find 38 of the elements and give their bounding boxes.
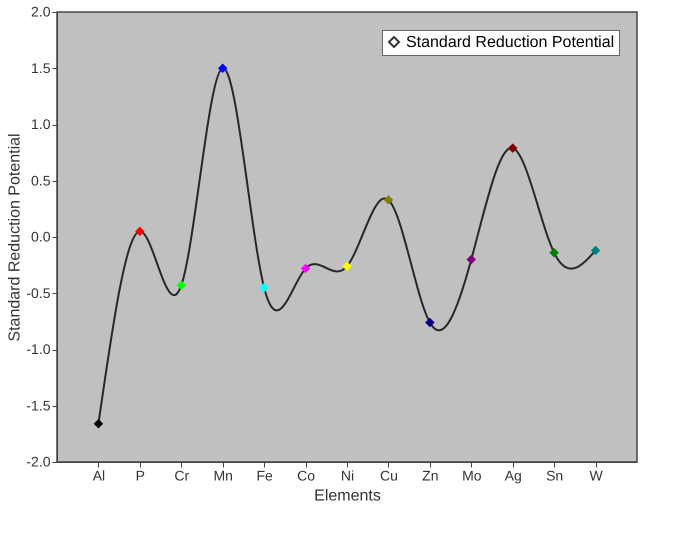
- y-tick-label: 0.0: [31, 228, 51, 244]
- x-tick-label: Ni: [340, 468, 354, 484]
- point: [342, 262, 352, 271]
- x-tick-label: Mn: [213, 468, 233, 484]
- x-axis-title: Elements: [314, 488, 381, 504]
- x-tick-label: P: [136, 468, 146, 484]
- point: [425, 318, 435, 328]
- point: [259, 282, 269, 292]
- point: [94, 419, 104, 428]
- x-tick-label: Fe: [256, 468, 274, 484]
- x-tick-label: Ag: [504, 468, 522, 484]
- point: [135, 226, 145, 236]
- x-tick-label: Mo: [462, 468, 482, 484]
- x-tick-label: Cu: [380, 468, 398, 484]
- point: [466, 254, 476, 264]
- x-tick-label: Co: [297, 468, 316, 484]
- y-tick-label: 2.0: [31, 4, 51, 20]
- point: [176, 280, 186, 290]
- point: [549, 248, 559, 258]
- y-tick-label: -2.0: [26, 454, 51, 470]
- point: [508, 143, 518, 153]
- x-tick-label: Sn: [546, 468, 564, 484]
- x-tick-label: Zn: [422, 468, 439, 484]
- point: [590, 246, 600, 256]
- x-tick-label: W: [589, 468, 604, 484]
- y-tick-label: 1.5: [31, 60, 51, 76]
- x-tick-label: Al: [92, 468, 106, 484]
- y-tick-label: -0.5: [26, 284, 51, 301]
- point: [218, 64, 228, 73]
- y-tick-label: 1.0: [31, 116, 51, 132]
- y-tick-label: -1.0: [26, 341, 51, 357]
- y-tick-label: -1.5: [26, 397, 51, 414]
- y-axis-title: Standard Reduction Potential: [6, 133, 24, 342]
- x-tick-label: Cr: [174, 468, 190, 484]
- point: [300, 264, 310, 274]
- point: [384, 195, 394, 205]
- legend-label: Standard Reduction Potential: [406, 34, 614, 51]
- y-tick-label: 0.5: [31, 172, 51, 188]
